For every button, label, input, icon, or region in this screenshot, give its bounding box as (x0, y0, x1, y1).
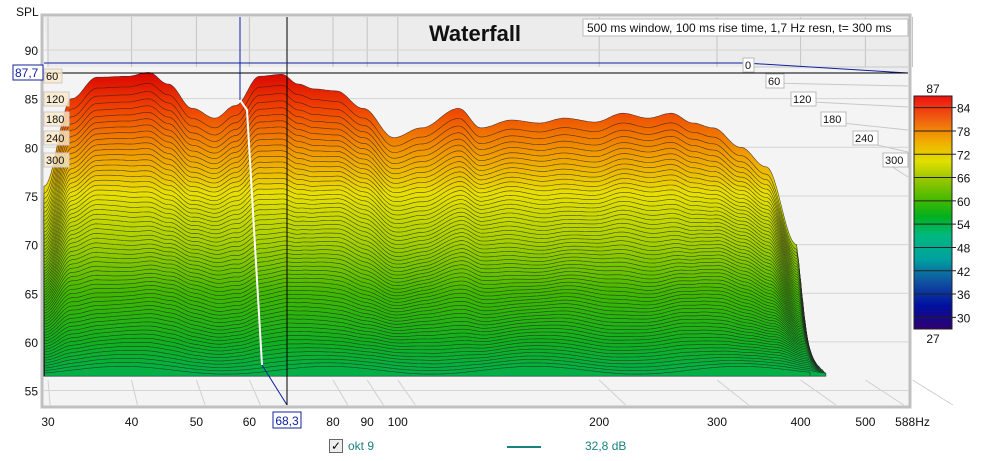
colorbar-tick-label: 60 (957, 195, 971, 209)
time-tick-label-left: 240 (46, 133, 64, 145)
colorbar-tick-label: 54 (957, 218, 971, 232)
time-tick-label: 300 (885, 155, 903, 167)
time-tick-box (882, 152, 909, 168)
time-tick-label: 120 (793, 94, 811, 106)
x-tick-label: 400 (791, 415, 811, 429)
floor-grid-line (366, 379, 384, 406)
waterfall-slice (44, 361, 827, 377)
floor-grid-line (865, 379, 904, 406)
x-tick-label: 90 (361, 415, 375, 429)
y-tick-label: 75 (25, 190, 39, 204)
spl-cursor-readout-box (12, 64, 44, 81)
colorbar-tick-label: 84 (957, 102, 971, 116)
chart-subtitle: 500 ms window, 100 ms rise time, 1,7 Hz … (587, 21, 891, 35)
colorbar-min: 27 (926, 332, 940, 346)
floor-grid-line (800, 379, 837, 406)
x-tick-label: 300 (707, 415, 727, 429)
y-tick-label: 65 (25, 287, 39, 301)
floor-grid-line (248, 379, 261, 406)
x-tick-label: 40 (125, 415, 139, 429)
time-tick-label: 60 (768, 76, 780, 88)
floor-grid-line (131, 379, 138, 406)
time-tick-label-left: 120 (46, 94, 64, 106)
time-tick-box-left (43, 152, 70, 168)
time-tick-box-left (43, 130, 70, 146)
subtitle-box (582, 18, 909, 37)
legend-checkbox[interactable]: ✓ (329, 439, 343, 453)
floor-grid-line (397, 379, 416, 406)
time-tick-box-left (43, 111, 70, 127)
time-tick-label: 0 (745, 60, 751, 72)
y-tick-label: 85 (25, 93, 39, 107)
x-tick-label: 80 (326, 415, 340, 429)
time-tick-label-left: 300 (46, 155, 64, 167)
colorbar (913, 95, 953, 330)
floor-grid-line (332, 379, 349, 406)
x-tick-label: 60 (243, 415, 257, 429)
colorbar-tick-label: 78 (957, 125, 971, 139)
spl-cursor-readout: 87,7 (15, 66, 39, 80)
x-tick-label: 500 (855, 415, 875, 429)
freq-cursor-readout: 68,3 (275, 414, 299, 428)
time-tick-box-left (43, 68, 63, 84)
freq-cursor-floor (261, 364, 288, 406)
legend-value: 32,8 dB (585, 439, 627, 453)
colorbar-max: 87 (926, 82, 940, 96)
time-tick-label-left: 60 (46, 71, 58, 83)
y-tick-label: 90 (25, 44, 39, 58)
freq-cursor-surface (239, 99, 263, 366)
time-tick-label: 240 (855, 133, 873, 145)
colorbar-tick-label: 42 (957, 265, 971, 279)
legend-name: okt 9 (348, 439, 375, 453)
floor-grid-line (716, 379, 750, 406)
y-axis-label: SPL (16, 5, 39, 19)
x-tick-label: 100 (388, 415, 408, 429)
y-tick-label: 60 (25, 336, 39, 350)
freq-cursor-readout-box (272, 411, 302, 429)
time-tick-box (742, 57, 755, 73)
colorbar-tick-label: 30 (957, 311, 971, 325)
x-tick-label: 200 (589, 415, 609, 429)
colorbar-tick-label: 36 (957, 288, 971, 302)
waterfall-slice (44, 365, 811, 377)
floor-grid-line (47, 379, 51, 406)
colorbar-tick-label: 72 (957, 148, 971, 162)
legend-line-swatch (507, 446, 541, 448)
floor-grid-line (598, 379, 627, 406)
floor-grid-line (195, 379, 206, 406)
y-tick-label: 80 (25, 141, 39, 155)
time-tick-box (852, 130, 879, 146)
x-tick-label: 588Hz (895, 415, 930, 429)
time-grid-line (767, 82, 909, 87)
chart-title: Waterfall (429, 21, 521, 46)
colorbar-tick-label: 48 (957, 241, 971, 255)
x-tick-label: 30 (41, 415, 55, 429)
floor-grid-line (912, 379, 954, 406)
time-tick-label: 180 (823, 114, 841, 126)
y-tick-label: 55 (25, 385, 39, 399)
x-tick-label: 50 (190, 415, 204, 429)
time-tick-box (820, 111, 847, 127)
y-tick-label: 70 (25, 239, 39, 253)
time-tick-box (765, 73, 785, 89)
colorbar-tick-label: 66 (957, 172, 971, 186)
time-tick-box (790, 91, 817, 107)
time-tick-label-left: 180 (46, 114, 64, 126)
time-tick-box-left (43, 91, 70, 107)
